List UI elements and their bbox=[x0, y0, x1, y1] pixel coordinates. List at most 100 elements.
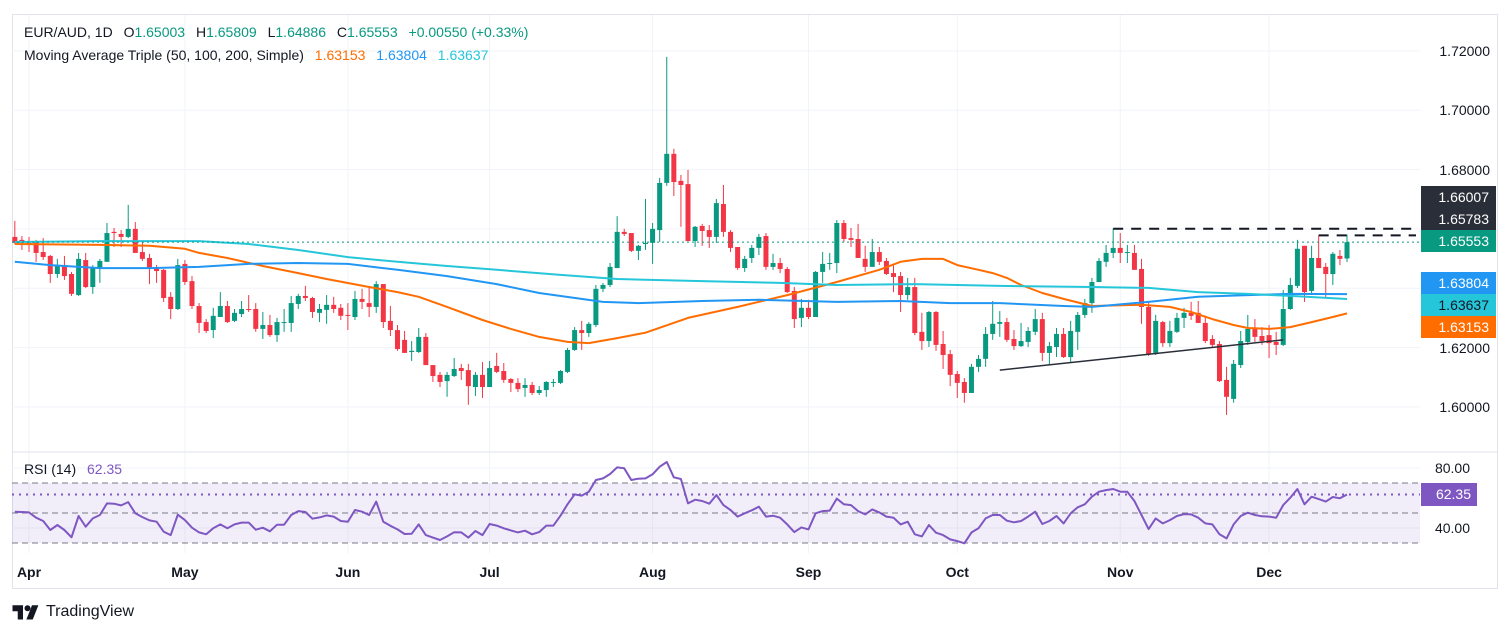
candle-down bbox=[1139, 258, 1145, 324]
candle-up bbox=[1110, 228, 1116, 258]
candle-body bbox=[387, 320, 393, 331]
candle-body bbox=[309, 298, 315, 312]
ma50-line bbox=[14, 243, 1348, 345]
ohlc-open: O1.65003 bbox=[124, 24, 186, 40]
candle-down bbox=[848, 228, 854, 247]
candle-down bbox=[501, 362, 507, 383]
candle-body bbox=[175, 265, 181, 310]
candle-body bbox=[302, 295, 308, 299]
candle-body bbox=[777, 263, 783, 269]
candle-body bbox=[983, 333, 989, 359]
candle-down bbox=[1039, 312, 1045, 361]
candle-body bbox=[373, 284, 379, 307]
candle-body bbox=[763, 236, 769, 267]
candle-body bbox=[720, 203, 726, 232]
candle-body bbox=[699, 225, 705, 231]
candle-down bbox=[735, 246, 741, 270]
candle-down bbox=[246, 295, 252, 312]
candle-body bbox=[239, 309, 245, 315]
candle-body bbox=[961, 381, 967, 393]
candle-down bbox=[338, 303, 344, 320]
ohlc-open-value: 1.65003 bbox=[134, 24, 186, 40]
candle-body bbox=[317, 309, 323, 313]
candle-down bbox=[961, 378, 967, 403]
candle-up bbox=[324, 295, 330, 324]
rsi-series bbox=[12, 461, 1420, 545]
ohlc-high: H1.65809 bbox=[196, 24, 257, 40]
candle-up bbox=[565, 347, 571, 374]
candle-down bbox=[933, 311, 939, 351]
candle-up bbox=[586, 322, 592, 337]
candle-up bbox=[749, 244, 755, 264]
candle-body bbox=[642, 242, 648, 245]
candle-body bbox=[940, 344, 946, 355]
candle-body bbox=[976, 358, 982, 367]
candle-body bbox=[550, 381, 556, 383]
candle-body bbox=[1004, 322, 1010, 340]
candle-down bbox=[919, 312, 925, 350]
candle-up bbox=[317, 303, 323, 323]
candle-up bbox=[742, 255, 748, 272]
rsi-background bbox=[12, 482, 1420, 544]
candle-down bbox=[1224, 366, 1230, 415]
rsi-legend-title[interactable]: RSI (14) bbox=[24, 461, 77, 477]
candle-up bbox=[572, 327, 578, 351]
candle-up bbox=[90, 265, 96, 294]
ohlc-high-key: H bbox=[195, 24, 207, 40]
candle-body bbox=[281, 322, 287, 324]
ma-legend-title[interactable]: Moving Average Triple (50, 100, 200, Sim… bbox=[24, 47, 304, 63]
candle-body bbox=[1061, 333, 1067, 358]
candle-up bbox=[869, 238, 875, 267]
candle-up bbox=[593, 284, 599, 328]
candle-body bbox=[494, 365, 500, 372]
candle-up bbox=[1018, 322, 1024, 347]
candle-body bbox=[1025, 330, 1031, 342]
candle-down bbox=[841, 220, 847, 242]
rsi-legend[interactable]: RSI (14) 62.35 bbox=[24, 460, 122, 478]
candle-body bbox=[104, 233, 110, 262]
candle-body bbox=[394, 330, 400, 350]
candle-body bbox=[260, 325, 266, 329]
candle-down bbox=[189, 276, 195, 310]
candle-down bbox=[1146, 300, 1152, 356]
symbol-title[interactable]: EUR/AUD, 1D bbox=[24, 24, 113, 40]
ma-legend[interactable]: Moving Average Triple (50, 100, 200, Sim… bbox=[24, 46, 488, 64]
candle-up bbox=[451, 357, 457, 377]
candle-body bbox=[855, 238, 861, 258]
candle-body bbox=[1110, 247, 1116, 253]
candle-down bbox=[430, 365, 436, 382]
candle-down bbox=[1011, 330, 1017, 350]
price-badge-ma50: 1.63153 bbox=[1421, 316, 1496, 338]
candle-up bbox=[600, 282, 606, 293]
candle-down bbox=[224, 300, 230, 323]
candle-down bbox=[437, 371, 443, 388]
candle-body bbox=[331, 304, 337, 310]
candle-up bbox=[288, 295, 294, 332]
candle-body bbox=[1273, 341, 1279, 345]
candle-down bbox=[1195, 300, 1201, 323]
candle-body bbox=[1153, 320, 1159, 353]
candle-down bbox=[168, 292, 174, 320]
candle-up bbox=[1231, 360, 1237, 403]
candle-body bbox=[536, 389, 542, 393]
candle-down bbox=[720, 184, 726, 237]
candle-down bbox=[1273, 331, 1279, 355]
candle-body bbox=[111, 231, 117, 234]
price-badge-level-low: 1.65783 bbox=[1421, 208, 1496, 230]
candle-down bbox=[182, 260, 188, 285]
candle-up bbox=[1153, 314, 1159, 355]
candle-body bbox=[267, 325, 273, 336]
candle-up bbox=[1167, 320, 1173, 347]
candle-up bbox=[713, 198, 719, 243]
candle-body bbox=[1301, 245, 1307, 293]
candle-up bbox=[472, 371, 478, 396]
candle-body bbox=[1096, 260, 1102, 283]
candle-down bbox=[855, 223, 861, 258]
candle-body bbox=[968, 366, 974, 393]
time-axis[interactable]: Apr May Jun Jul Aug Sep Oct Nov Dec bbox=[17, 564, 1282, 580]
candle-down bbox=[394, 325, 400, 351]
tradingview-logo[interactable]: TradingView bbox=[12, 601, 134, 623]
candle-down bbox=[139, 241, 145, 261]
candle-body bbox=[1188, 312, 1194, 316]
